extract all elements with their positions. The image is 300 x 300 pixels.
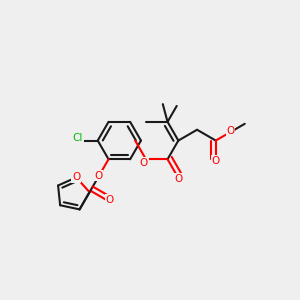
- Text: O: O: [72, 172, 80, 182]
- Text: O: O: [105, 195, 114, 205]
- Text: O: O: [212, 156, 220, 166]
- Text: Cl: Cl: [73, 134, 83, 143]
- Text: O: O: [140, 158, 148, 168]
- Text: O: O: [94, 171, 103, 181]
- Text: O: O: [226, 126, 235, 136]
- Text: O: O: [174, 174, 182, 184]
